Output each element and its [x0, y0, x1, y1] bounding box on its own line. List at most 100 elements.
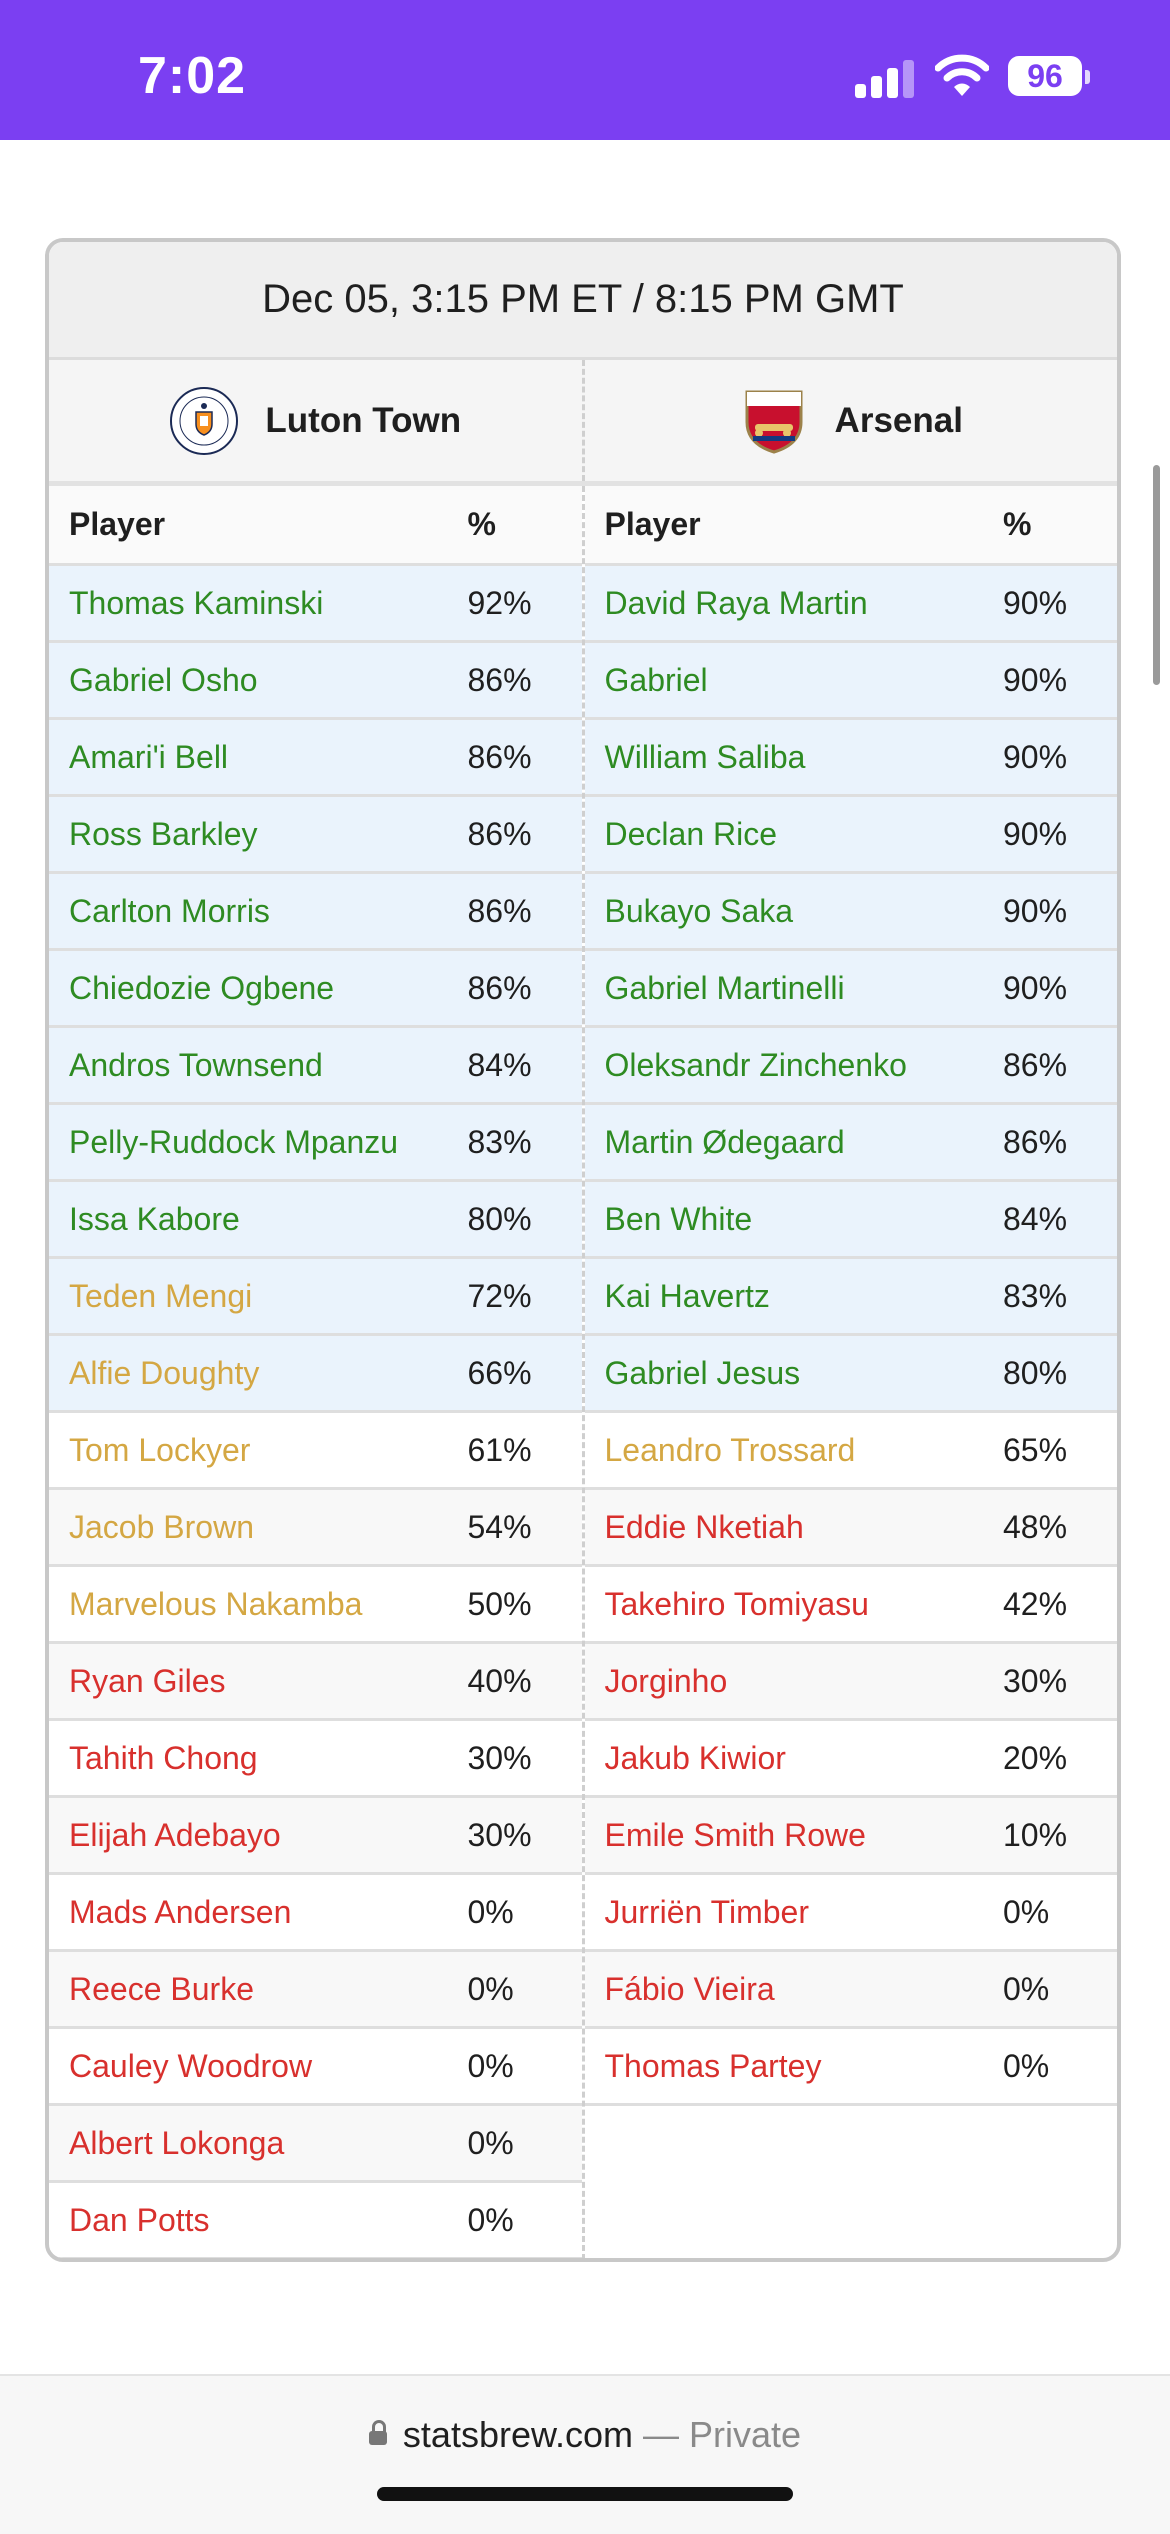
player-name[interactable]: Issa Kabore	[49, 1180, 468, 1259]
player-name[interactable]: Reece Burke	[49, 1950, 468, 2029]
home-lineup-rows: Thomas Kaminski 92% Gabriel Osho 86% Amari'i…	[49, 564, 582, 2258]
player-row: Gabriel Jesus 80%	[584, 1334, 1117, 1413]
player-row: Oleksandr Zinchenko 86%	[584, 1026, 1117, 1105]
player-name[interactable]: Andros Townsend	[49, 1026, 468, 1105]
column-header-player: Player	[584, 486, 1003, 566]
player-name[interactable]: Tahith Chong	[49, 1719, 468, 1798]
player-name[interactable]: Jurriën Timber	[584, 1873, 1003, 1952]
player-name[interactable]: Jacob Brown	[49, 1488, 468, 1567]
player-name[interactable]: Leandro Trossard	[584, 1411, 1003, 1490]
player-name[interactable]: Gabriel Jesus	[584, 1334, 1003, 1413]
private-mode-label: — Private	[633, 2414, 802, 2455]
url-domain: statsbrew.com	[402, 2414, 634, 2455]
player-start-percent: 0%	[1003, 1873, 1117, 1952]
player-name[interactable]: Takehiro Tomiyasu	[584, 1565, 1003, 1644]
player-name[interactable]: William Saliba	[584, 718, 1003, 797]
match-datetime-header: Dec 05, 3:15 PM ET / 8:15 PM GMT	[49, 242, 1117, 360]
battery-icon: 96	[1008, 56, 1082, 96]
arsenal-crest-icon	[745, 390, 803, 454]
player-row: Thomas Partey 0%	[584, 2027, 1117, 2106]
player-name[interactable]: Bukayo Saka	[584, 872, 1003, 951]
player-name[interactable]: Chiedozie Ogbene	[49, 949, 468, 1028]
player-row: Pelly-Ruddock Mpanzu 83%	[49, 1103, 582, 1182]
away-lineup-table: Player % David Raya Martin 90% Gabriel 90% W…	[584, 486, 1117, 2106]
player-start-percent: 80%	[467, 1180, 582, 1259]
player-name[interactable]: Martin Ødegaard	[584, 1103, 1003, 1182]
player-row: William Saliba 90%	[584, 718, 1117, 797]
player-name[interactable]: Ross Barkley	[49, 795, 468, 874]
player-name[interactable]: Jorginho	[584, 1642, 1003, 1721]
player-name[interactable]: Declan Rice	[584, 795, 1003, 874]
wifi-icon	[935, 54, 989, 96]
player-name[interactable]: Emile Smith Rowe	[584, 1796, 1003, 1875]
player-row: Martin Ødegaard 86%	[584, 1103, 1117, 1182]
player-row: Emile Smith Rowe 10%	[584, 1796, 1117, 1875]
away-lineup-column: Player % David Raya Martin 90% Gabriel 90% W…	[581, 486, 1117, 2258]
player-name[interactable]: Ryan Giles	[49, 1642, 468, 1721]
player-row: Marvelous Nakamba 50%	[49, 1565, 582, 1644]
player-name[interactable]: Tom Lockyer	[49, 1411, 468, 1490]
player-row: Fábio Vieira 0%	[584, 1950, 1117, 2029]
player-name[interactable]: Amari'i Bell	[49, 718, 468, 797]
player-start-percent: 65%	[1003, 1411, 1117, 1490]
player-row: Teden Mengi 72%	[49, 1257, 582, 1336]
player-name[interactable]: Carlton Morris	[49, 872, 468, 951]
player-row: David Raya Martin 90%	[584, 564, 1117, 643]
player-name[interactable]: Thomas Partey	[584, 2027, 1003, 2106]
player-name[interactable]: Ben White	[584, 1180, 1003, 1259]
lineup-probability-card: Dec 05, 3:15 PM ET / 8:15 PM GMT Luton T…	[45, 238, 1121, 2262]
home-lineup-column: Player % Thomas Kaminski 92% Gabriel Osho 8…	[49, 486, 582, 2258]
lineup-tables: Player % Thomas Kaminski 92% Gabriel Osho 8…	[49, 486, 1117, 2258]
team-home: Luton Town	[49, 360, 582, 481]
player-name[interactable]: David Raya Martin	[584, 564, 1003, 643]
player-start-percent: 90%	[1003, 872, 1117, 951]
player-row: Eddie Nketiah 48%	[584, 1488, 1117, 1567]
player-row: Declan Rice 90%	[584, 795, 1117, 874]
player-start-percent: 54%	[467, 1488, 582, 1567]
table-header-row: Player %	[49, 486, 582, 566]
player-row: Ryan Giles 40%	[49, 1642, 582, 1721]
player-name[interactable]: Thomas Kaminski	[49, 564, 468, 643]
player-start-percent: 0%	[467, 2104, 582, 2183]
player-name[interactable]: Mads Andersen	[49, 1873, 468, 1952]
home-indicator[interactable]	[377, 2487, 793, 2501]
player-name[interactable]: Cauley Woodrow	[49, 2027, 468, 2106]
player-name[interactable]: Pelly-Ruddock Mpanzu	[49, 1103, 468, 1182]
player-name[interactable]: Marvelous Nakamba	[49, 1565, 468, 1644]
player-name[interactable]: Elijah Adebayo	[49, 1796, 468, 1875]
player-row: Albert Lokonga 0%	[49, 2104, 582, 2183]
player-start-percent: 90%	[1003, 795, 1117, 874]
player-row: Ben White 84%	[584, 1180, 1117, 1259]
player-start-percent: 48%	[1003, 1488, 1117, 1567]
player-name[interactable]: Gabriel Martinelli	[584, 949, 1003, 1028]
player-name[interactable]: Fábio Vieira	[584, 1950, 1003, 2029]
player-row: Issa Kabore 80%	[49, 1180, 582, 1259]
player-start-percent: 84%	[467, 1026, 582, 1105]
url-display[interactable]: statsbrew.com — Private	[0, 2414, 1170, 2456]
player-start-percent: 30%	[467, 1796, 582, 1875]
player-start-percent: 61%	[467, 1411, 582, 1490]
player-name[interactable]: Dan Potts	[49, 2181, 468, 2258]
scrollbar[interactable]	[1153, 465, 1160, 685]
player-row: Gabriel Osho 86%	[49, 641, 582, 720]
status-bar: 7:02 96	[0, 0, 1170, 140]
player-name[interactable]: Albert Lokonga	[49, 2104, 468, 2183]
player-name[interactable]: Jakub Kiwior	[584, 1719, 1003, 1798]
player-name[interactable]: Gabriel	[584, 641, 1003, 720]
player-start-percent: 90%	[1003, 564, 1117, 643]
player-name[interactable]: Oleksandr Zinchenko	[584, 1026, 1003, 1105]
player-name[interactable]: Eddie Nketiah	[584, 1488, 1003, 1567]
column-header-player: Player	[49, 486, 468, 566]
player-start-percent: 86%	[467, 641, 582, 720]
player-name[interactable]: Gabriel Osho	[49, 641, 468, 720]
player-name[interactable]: Alfie Doughty	[49, 1334, 468, 1413]
player-row: Mads Andersen 0%	[49, 1873, 582, 1952]
player-name[interactable]: Teden Mengi	[49, 1257, 468, 1336]
cellular-signal-icon	[855, 58, 915, 98]
team-header-row: Luton Town Arsenal	[49, 360, 1117, 486]
player-start-percent: 30%	[467, 1719, 582, 1798]
match-datetime: Dec 05, 3:15 PM ET / 8:15 PM GMT	[262, 277, 904, 321]
player-name[interactable]: Kai Havertz	[584, 1257, 1003, 1336]
player-row: Gabriel 90%	[584, 641, 1117, 720]
browser-address-bar[interactable]: statsbrew.com — Private	[0, 2374, 1170, 2534]
